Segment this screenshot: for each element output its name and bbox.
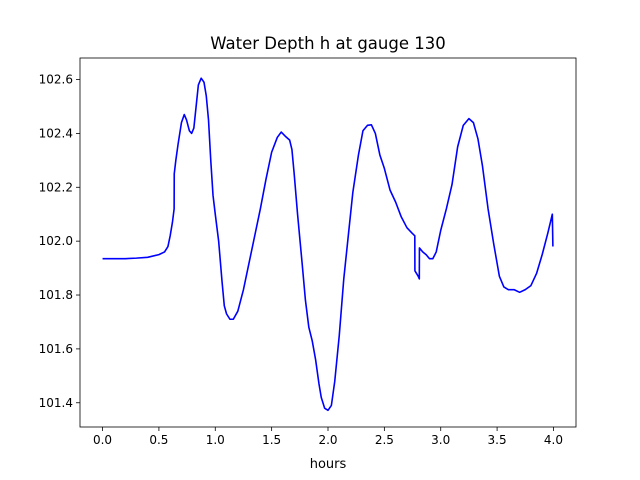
chart-title: Water Depth h at gauge 130 (210, 34, 445, 53)
plot-area: 0.0 0.5 1.0 1.5 2.0 2.5 3.0 3.5 4.0 101.4 101.6 101… (39, 57, 577, 447)
x-tick-label: 1.0 (206, 433, 225, 447)
x-tick-label: 0.0 (93, 433, 112, 447)
x-tick-label: 3.0 (431, 433, 450, 447)
x-tick-label: 1.5 (262, 433, 281, 447)
x-tick-label: 2.0 (318, 433, 337, 447)
y-tick-label: 102.0 (39, 234, 73, 248)
y-tick-label: 101.6 (39, 342, 73, 356)
series-line-0 (102, 77, 554, 412)
y-tick-label: 102.2 (39, 180, 73, 194)
x-axis-label: hours (310, 457, 347, 472)
plot-frame (79, 57, 577, 428)
x-tick-label: 4.0 (544, 433, 563, 447)
x-tick-label: 2.5 (375, 433, 394, 447)
y-tick-label: 101.8 (39, 288, 73, 302)
y-tick-label: 102.6 (39, 73, 73, 87)
x-tick-label: 3.5 (488, 433, 507, 447)
y-tick-label: 102.4 (39, 126, 73, 140)
y-tick-label: 101.4 (39, 396, 73, 410)
x-tick-label: 0.5 (149, 433, 168, 447)
